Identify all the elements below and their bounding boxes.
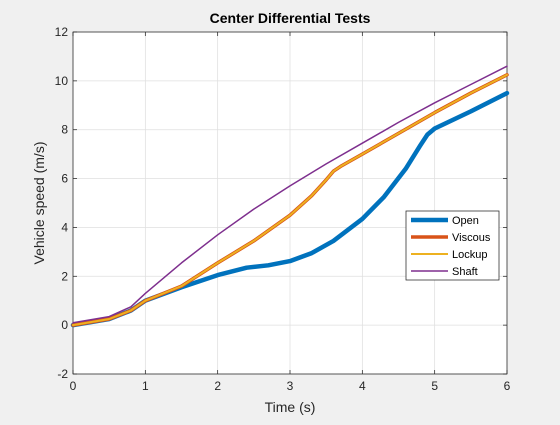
x-tick-label: 2 (214, 379, 221, 393)
legend-label-lockup: Lockup (452, 249, 487, 261)
legend: Open Viscous Lockup Shaft (405, 210, 500, 281)
y-tick-label: 10 (55, 74, 69, 88)
y-tick-label: -2 (57, 367, 68, 381)
series-lines (70, 65, 510, 328)
y-tick-label: 4 (61, 220, 68, 234)
x-tick-label: 3 (287, 379, 294, 393)
series-line-lockup (72, 73, 508, 327)
x-tick-label: 4 (359, 379, 366, 393)
series-line-shaft (72, 65, 508, 324)
x-tick-label: 0 (70, 379, 77, 393)
legend-label-shaft: Shaft (452, 266, 478, 278)
chart-title: Center Differential Tests (210, 10, 371, 26)
y-tick-label: 8 (61, 123, 68, 137)
y-axis-label: Vehicle speed (m/s) (31, 142, 47, 265)
legend-label-viscous: Viscous (452, 232, 491, 244)
x-axis-label: Time (s) (265, 399, 316, 415)
y-tick-label: 2 (61, 269, 68, 283)
x-tick-label: 1 (142, 379, 149, 393)
x-tick-label: 6 (504, 379, 511, 393)
legend-box (405, 210, 500, 281)
legend-label-open: Open (452, 215, 479, 227)
legend-items: Open Viscous Lockup Shaft (411, 215, 491, 278)
y-tick-label: 6 (61, 172, 68, 186)
y-tick-label: 0 (61, 318, 68, 332)
y-tick-label: 12 (55, 25, 69, 39)
x-tick-label: 5 (431, 379, 438, 393)
